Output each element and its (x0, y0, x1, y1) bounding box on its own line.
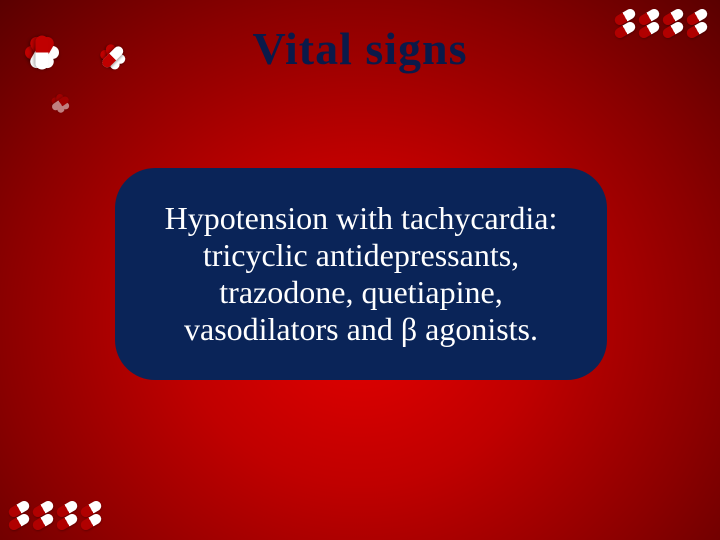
pill-icon (36, 36, 49, 70)
content-text: Hypotension with tachycardia: tricyclic … (139, 200, 583, 347)
content-box: Hypotension with tachycardia: tricyclic … (115, 168, 607, 380)
pill-cluster-top-right (614, 12, 708, 38)
pill-cluster-bottom-left (8, 504, 102, 530)
